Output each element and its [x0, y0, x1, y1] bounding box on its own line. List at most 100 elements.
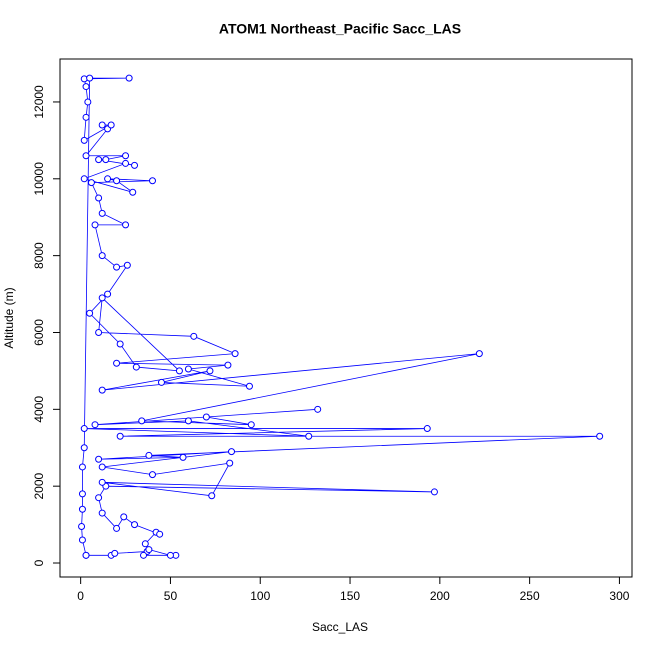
- data-point: [224, 361, 232, 369]
- x-tick-label: 50: [164, 589, 178, 603]
- y-tick-label: 2000: [32, 473, 46, 500]
- y-axis-label: Altitude (m): [2, 287, 16, 348]
- x-tick-label: 100: [250, 589, 270, 603]
- data-line: [81, 77, 600, 556]
- data-point: [423, 425, 431, 433]
- data-point: [113, 524, 121, 532]
- data-point: [179, 453, 187, 461]
- data-point: [82, 83, 90, 91]
- data-point: [123, 261, 131, 269]
- data-point: [475, 350, 483, 358]
- data-point: [98, 463, 106, 471]
- data-point: [141, 540, 149, 548]
- data-point: [98, 478, 106, 486]
- data-point: [148, 471, 156, 479]
- data-point: [122, 221, 130, 229]
- data-point: [184, 365, 192, 373]
- data-point: [156, 530, 164, 538]
- data-point: [113, 359, 121, 367]
- data-point: [86, 309, 94, 317]
- data-point: [430, 488, 438, 496]
- data-point: [175, 367, 183, 375]
- data-point: [157, 378, 165, 386]
- chart-title: ATOM1 Northeast_Pacific Sacc_LAS: [219, 21, 461, 37]
- data-point: [82, 152, 90, 160]
- data-point: [78, 463, 86, 471]
- data-point: [145, 451, 153, 459]
- data-point: [95, 455, 103, 463]
- data-point: [98, 386, 106, 394]
- x-axis-label: Sacc_LAS: [312, 620, 368, 634]
- data-point: [78, 536, 86, 544]
- data-point: [231, 350, 239, 358]
- data-point: [116, 340, 124, 348]
- data-point: [184, 417, 192, 425]
- data-point: [87, 179, 95, 187]
- data-point: [84, 98, 92, 106]
- data-point: [190, 332, 198, 340]
- data-point: [95, 328, 103, 336]
- data-point: [116, 432, 124, 440]
- data-point: [107, 121, 115, 129]
- data-point: [98, 209, 106, 217]
- data-point: [226, 459, 234, 467]
- data-point: [95, 494, 103, 502]
- data-point: [247, 421, 255, 429]
- data-point: [80, 175, 88, 183]
- data-point: [91, 221, 99, 229]
- data-point: [113, 177, 121, 185]
- y-tick-label: 4000: [32, 396, 46, 423]
- data-point: [78, 523, 86, 531]
- data-point: [314, 405, 322, 413]
- data-point: [166, 551, 174, 559]
- data-point: [80, 136, 88, 144]
- data-point: [202, 413, 210, 421]
- data-point: [131, 521, 139, 529]
- data-point: [111, 549, 119, 557]
- data-point: [95, 156, 103, 164]
- x-tick-label: 150: [340, 589, 360, 603]
- data-point: [120, 513, 128, 521]
- data-point: [129, 188, 137, 196]
- data-point: [98, 121, 106, 129]
- x-tick-label: 0: [77, 589, 84, 603]
- data-point: [78, 505, 86, 513]
- data-point: [140, 551, 148, 559]
- x-tick-label: 250: [520, 589, 540, 603]
- y-tick-label: 12000: [32, 85, 46, 119]
- data-point: [122, 159, 130, 167]
- data-point: [122, 152, 130, 160]
- data-point: [98, 509, 106, 517]
- data-point: [132, 363, 140, 371]
- data-point: [148, 177, 156, 185]
- y-tick-label: 0: [32, 559, 46, 566]
- data-point: [208, 492, 216, 500]
- data-point: [80, 444, 88, 452]
- x-tick-label: 300: [609, 589, 629, 603]
- data-point: [91, 421, 99, 429]
- data-point: [78, 490, 86, 498]
- plot-box: [59, 58, 633, 578]
- data-point: [82, 551, 90, 559]
- data-point: [104, 290, 112, 298]
- data-point: [305, 432, 313, 440]
- data-point: [104, 175, 112, 183]
- y-tick-label: 6000: [32, 319, 46, 346]
- data-point: [95, 194, 103, 202]
- data-point: [98, 252, 106, 260]
- x-tick-label: 200: [430, 589, 450, 603]
- data-point: [138, 417, 146, 425]
- data-point: [98, 294, 106, 302]
- data-point: [145, 546, 153, 554]
- y-tick-label: 8000: [32, 242, 46, 269]
- data-point: [86, 74, 94, 82]
- data-point: [206, 367, 214, 375]
- data-point: [228, 448, 236, 456]
- data-point: [125, 74, 133, 82]
- data-point: [131, 161, 139, 169]
- data-point: [102, 156, 110, 164]
- data-point: [82, 113, 90, 121]
- y-tick-label: 10000: [32, 162, 46, 196]
- data-point: [80, 425, 88, 433]
